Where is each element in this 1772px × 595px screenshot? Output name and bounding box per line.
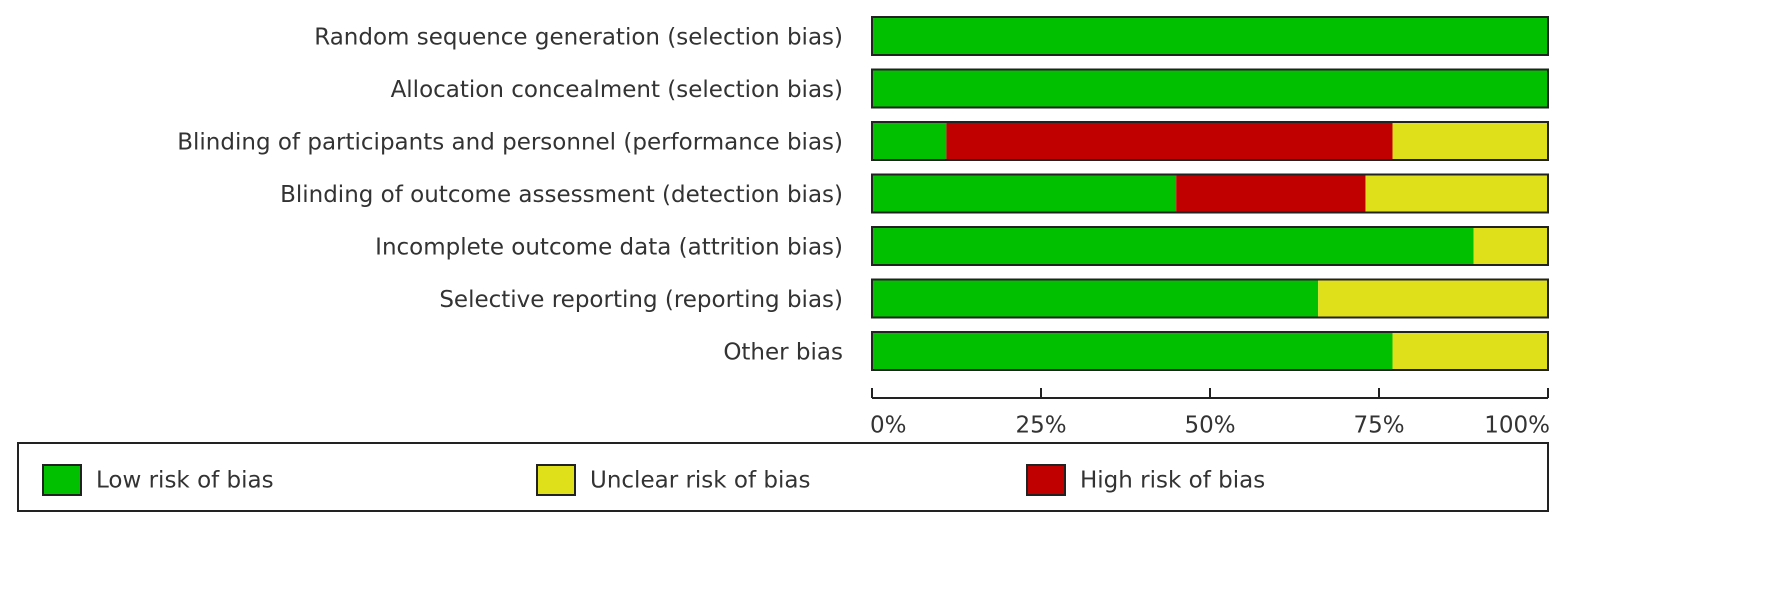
row-label: Allocation concealment (selection bias) — [391, 77, 843, 103]
legend-label: High risk of bias — [1080, 468, 1265, 494]
bar-segment — [872, 17, 1548, 55]
bar-segment — [946, 122, 1393, 160]
bar-outline — [871, 331, 1549, 371]
bar-outline — [871, 16, 1549, 56]
row-label: Blinding of participants and personnel (… — [177, 130, 843, 156]
bar-segment — [1365, 174, 1548, 213]
bar-segment — [872, 332, 1393, 370]
bar-segment — [1392, 122, 1548, 160]
bar-outline — [871, 173, 1549, 214]
legend-swatch — [536, 464, 576, 496]
bar-segment — [872, 69, 1548, 108]
legend-box — [17, 442, 1549, 512]
row-label: Incomplete outcome data (attrition bias) — [375, 235, 843, 261]
row-label: Selective reporting (reporting bias) — [439, 287, 843, 313]
x-tick-label: 50% — [1184, 413, 1235, 439]
legend-label: Low risk of bias — [96, 468, 274, 494]
legend-swatch — [42, 464, 82, 496]
bar-segment — [1176, 174, 1366, 213]
bar-outline — [871, 68, 1549, 109]
legend-label: Unclear risk of bias — [590, 468, 810, 494]
bar-outline — [871, 278, 1549, 319]
bar-segment — [872, 174, 1177, 213]
bar-outline — [871, 121, 1549, 161]
bar-segment — [1473, 227, 1548, 265]
bar-outline — [871, 226, 1549, 266]
bar-segment — [1318, 279, 1548, 318]
row-label: Random sequence generation (selection bi… — [314, 25, 843, 51]
bar-segment — [1392, 332, 1548, 370]
x-tick-label: 75% — [1353, 413, 1404, 439]
x-tick-label: 25% — [1015, 413, 1066, 439]
row-label: Blinding of outcome assessment (detectio… — [280, 182, 843, 208]
legend-swatch — [1026, 464, 1066, 496]
x-tick-label: 100% — [1484, 413, 1550, 439]
bar-segment — [872, 227, 1474, 265]
bar-segment — [872, 279, 1319, 318]
row-label: Other bias — [723, 340, 843, 366]
x-tick-label: 0% — [870, 413, 907, 439]
bar-segment — [872, 122, 947, 160]
